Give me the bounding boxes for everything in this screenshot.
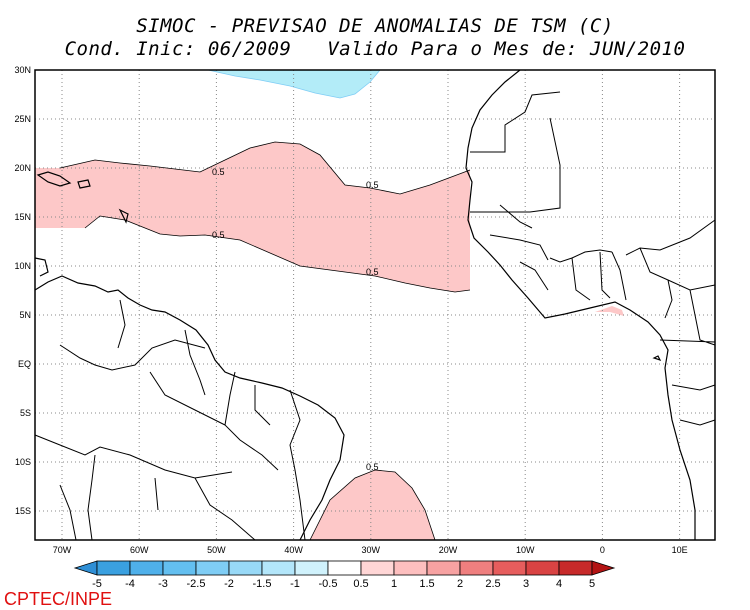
lat-label: 10S: [15, 457, 31, 467]
contour-0.5-south: [309, 469, 436, 541]
colorbar-label: -1.5: [253, 578, 272, 590]
lon-label: 30W: [362, 545, 381, 555]
lat-label: 5N: [19, 310, 31, 320]
colorbar-label: -2.5: [187, 578, 206, 590]
colorbar-label: -5: [92, 578, 102, 590]
lat-label: 15S: [15, 506, 31, 516]
map-title: SIMOC - PREVISAO DE ANOMALIAS DE TSM (C): [136, 15, 614, 37]
colorbar-box: [129, 560, 164, 576]
colorbar-box: [393, 560, 428, 576]
map-subtitle: Cond. Inic: 06/2009 Valido Para o Mes de…: [64, 38, 686, 60]
contour-0.5-north-upper: [59, 141, 471, 195]
contour-lines: [59, 69, 471, 541]
colorbar-label: -3: [158, 578, 168, 590]
contour-label: 0.5: [366, 267, 379, 277]
colorbar-box: [294, 560, 329, 576]
colorbar-box: [492, 560, 527, 576]
colorbar-label: 2.5: [485, 578, 500, 590]
colorbar-label: 4: [556, 578, 562, 590]
contour-label: 0.5: [212, 230, 225, 240]
colorbar-box: [261, 560, 296, 576]
colorbar-box: [558, 560, 593, 576]
colorbar-label: 2: [457, 578, 463, 590]
contour-0.5-north-lower: [84, 215, 471, 293]
lon-label: 50W: [207, 545, 226, 555]
positive-anomaly-region-north: [35, 142, 470, 292]
longitude-labels: 70W 60W 50W 40W 30W 20W 10W 0 10E: [53, 545, 688, 555]
lon-label: 10E: [672, 545, 688, 555]
lat-lon-grid: [35, 70, 715, 540]
lat-label: EQ: [18, 359, 31, 369]
colorbar-label: -1: [290, 578, 300, 590]
south-america-interior: [34, 299, 306, 541]
colorbar-box: [73, 560, 98, 576]
contour-label: 0.5: [212, 167, 225, 177]
contour-label: 0.5: [366, 462, 379, 472]
lat-label: 5S: [20, 408, 31, 418]
caribbean-islands: [34, 171, 129, 277]
lat-label: 10N: [14, 261, 31, 271]
colorbar-label: -2: [224, 578, 234, 590]
lat-label: 25N: [14, 114, 31, 124]
africa-outline: [465, 69, 696, 540]
lon-label: 60W: [130, 545, 149, 555]
credit-text: CPTEC/INPE: [4, 589, 113, 609]
africa-borders: [470, 91, 716, 426]
positive-anomaly-patch-guinea: [595, 306, 624, 316]
colorbar-label: 3: [523, 578, 529, 590]
colorbar-label: 1: [391, 578, 397, 590]
colorbar-box: [591, 560, 616, 576]
colorbar-labels: -5 -4 -3 -2.5 -2 -1.5 -1 -0.5 0.5 1 1.5 2 2.5 3 4 5: [92, 578, 595, 590]
colorbar-box: [459, 560, 494, 576]
colorbar-label: 1.5: [419, 578, 434, 590]
colorbar-boxes: [73, 560, 616, 576]
colorbar-box: [426, 560, 461, 576]
lon-label: 10W: [516, 545, 535, 555]
colorbar-box: [360, 560, 395, 576]
map-frame: [34, 69, 716, 541]
lat-label: 20N: [14, 163, 31, 173]
lon-label: 0: [600, 545, 605, 555]
colorbar-label: -4: [125, 578, 135, 590]
colorbar-box: [96, 560, 131, 576]
latitude-labels: 30N 25N 20N 15N 10N 5N EQ 5S 10S 15S: [14, 65, 31, 516]
land-outlines: [34, 69, 716, 541]
lat-label: 30N: [14, 65, 31, 75]
contour-neg-north: [207, 69, 381, 99]
colorbar-box: [525, 560, 560, 576]
colorbar-box: [162, 560, 197, 576]
lat-label: 15N: [14, 212, 31, 222]
colorbar-box: [195, 560, 230, 576]
colorbar-label: 0.5: [353, 578, 368, 590]
colorbar-box: [228, 560, 263, 576]
south-america-outline: [34, 275, 345, 541]
colorbar-label: 5: [589, 578, 595, 590]
colorbar-label: -0.5: [319, 578, 338, 590]
colorbar-box: [327, 560, 362, 576]
lon-label: 20W: [439, 545, 458, 555]
bioko-island: [652, 355, 662, 362]
lon-label: 70W: [53, 545, 72, 555]
positive-anomaly-region-south: [310, 470, 435, 540]
contour-label: 0.5: [366, 180, 379, 190]
lon-label: 40W: [284, 545, 303, 555]
negative-anomaly-region: [208, 70, 380, 98]
